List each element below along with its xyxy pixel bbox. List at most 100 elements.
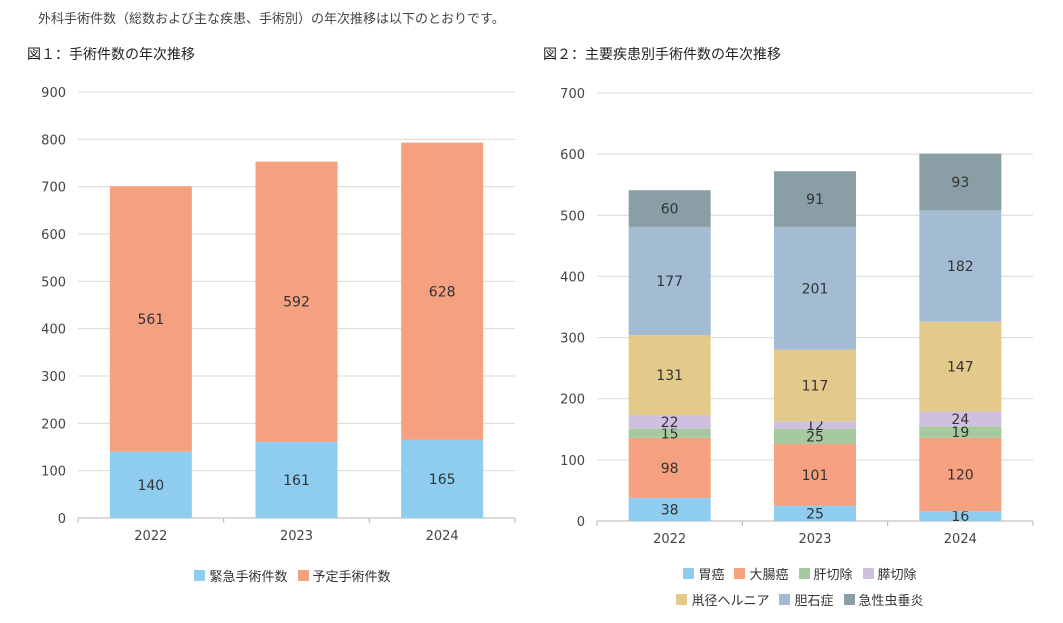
chart2-data-label: 19	[951, 425, 969, 441]
chart2-bar-segment	[628, 190, 711, 227]
chart2-data-label: 22	[661, 415, 679, 431]
chart2-bar-segment	[919, 321, 1002, 412]
chart1-y-tick-label: 600	[41, 228, 66, 243]
chart1-title: 図１：手術件数の年次推移	[27, 47, 195, 63]
chart1-legend: 緊急手術件数 予定手術件数	[80, 562, 505, 588]
chart2-y-tick-label: 200	[560, 393, 585, 408]
chart2-legend-swatch	[843, 593, 855, 605]
chart2-data-label: 120	[947, 468, 974, 484]
chart2-legend-item: 胃癌	[683, 564, 724, 583]
chart2-bar-segment	[919, 210, 1002, 322]
chart2-bar-segment	[774, 421, 856, 429]
chart2-legend-item: 胆石症	[779, 590, 834, 609]
chart2-legend-swatch	[676, 593, 688, 605]
chart2-legend-label: 鼡径ヘルニア	[691, 593, 770, 609]
chart2-legend-swatch	[779, 593, 791, 605]
chart2-y-tick-label: 400	[560, 270, 585, 285]
chart2-data-label: 98	[661, 461, 679, 477]
chart2-bar-segment	[919, 426, 1002, 438]
chart2-data-label: 117	[802, 379, 829, 395]
chart2-data-label: 15	[661, 426, 679, 442]
chart1-y-tick-label: 200	[41, 417, 66, 432]
chart2-data-label: 38	[661, 502, 679, 518]
chart1-data-label: 628	[429, 284, 456, 300]
chart2-legend-item: 肝切除	[798, 564, 853, 583]
chart2-bar-segment	[774, 226, 856, 350]
chart2-legend-label: 胃癌	[698, 567, 725, 583]
chart2-legend-swatch	[862, 567, 874, 579]
chart2-data-label: 16	[951, 509, 969, 525]
chart2-legend-label: 胆石症	[794, 593, 834, 609]
chart2-data-label: 24	[951, 412, 969, 428]
chart1-legend-row: 緊急手術件数 予定手術件数	[80, 562, 505, 588]
chart2-legend-row: 鼡径ヘルニア 胆石症 急性虫垂炎	[590, 586, 1010, 612]
chart2-y-tick-label: 100	[560, 454, 585, 469]
chart2-data-label: 93	[951, 175, 969, 191]
chart2-bar-segment	[774, 171, 856, 227]
chart2-legend-label: 肝切除	[813, 567, 853, 583]
chart2-data-label: 60	[661, 202, 679, 218]
chart1-data-label: 140	[137, 478, 164, 494]
chart2-data-label: 201	[802, 281, 829, 297]
chart2-data-label: 91	[806, 192, 824, 208]
chart1-legend-label: 予定手術件数	[312, 569, 391, 585]
chart1-bar-segment	[401, 142, 484, 440]
chart2-legend-item: 急性虫垂炎	[843, 590, 924, 609]
chart2-y-tick-label: 300	[560, 332, 585, 347]
chart1-legend-swatch	[297, 569, 309, 581]
chart2-bar-segment	[919, 437, 1002, 512]
chart2-legend-item: 大腸癌	[734, 564, 789, 583]
chart2-x-tick-label: 2024	[944, 532, 977, 547]
chart2-bar-segment	[919, 411, 1002, 427]
chart2-bar-segment	[774, 428, 856, 444]
chart1-y-tick-label: 900	[41, 86, 66, 101]
chart1-x-tick-label: 2023	[280, 529, 313, 544]
chart2-data-label: 147	[947, 360, 974, 376]
chart2-legend-item: 鼡径ヘルニア	[676, 590, 769, 609]
chart2-legend-swatch	[798, 567, 810, 579]
chart2-bar-segment	[919, 153, 1002, 211]
chart2-y-tick-label: 0	[577, 515, 585, 530]
chart1-y-tick-label: 700	[41, 181, 66, 196]
chart2-legend-label: 大腸癌	[749, 567, 789, 583]
chart1-legend-item: 予定手術件数	[297, 566, 391, 585]
chart1-data-label: 592	[283, 295, 310, 311]
chart1-y-tick-label: 500	[41, 275, 66, 290]
intro-text: 外科手術件数（総数および主な疾患、手術別）の年次推移は以下のとおりです。	[38, 12, 505, 27]
chart2-bar-segment	[628, 428, 711, 438]
chart2-legend-row: 胃癌 大腸癌 肝切除 膵切除	[590, 560, 1010, 586]
chart2-title: 図２：主要疾患別手術件数の年次推移	[543, 47, 781, 63]
chart2-bar-segment	[919, 511, 1002, 521]
chart2-legend-label: 膵切除	[877, 567, 917, 583]
chart2-data-label: 177	[656, 274, 683, 290]
chart1-bar-segment	[401, 439, 484, 518]
chart1-bar-segment	[109, 186, 192, 452]
chart1-y-tick-label: 0	[58, 512, 66, 527]
chart1-data-label: 165	[429, 472, 456, 488]
chart1-data-label: 561	[137, 312, 164, 328]
chart1-bar-segment	[255, 441, 338, 518]
chart1-y-tick-label: 100	[41, 465, 66, 480]
chart2-data-label: 12	[806, 418, 824, 434]
chart1-data-label: 161	[283, 473, 310, 489]
chart2-y-tick-label: 700	[560, 87, 585, 102]
chart1-y-tick-label: 800	[41, 133, 66, 148]
chart2-bar-segment	[774, 505, 856, 521]
chart2-legend-label: 急性虫垂炎	[858, 593, 924, 609]
chart2-data-label: 25	[806, 429, 824, 445]
chart1-legend-label: 緊急手術件数	[209, 569, 288, 585]
chart2-bar-segment	[774, 443, 856, 506]
chart2-y-tick-label: 600	[560, 148, 585, 163]
chart1-x-tick-label: 2024	[426, 529, 459, 544]
chart2-bar-segment	[628, 226, 711, 336]
chart2-legend-swatch	[683, 567, 695, 579]
chart1-y-tick-label: 300	[41, 370, 66, 385]
chart2-data-label: 182	[947, 259, 974, 275]
chart1-legend-item: 緊急手術件数	[194, 566, 288, 585]
chart2-legend-item: 膵切除	[862, 564, 917, 583]
chart1-x-tick-label: 2022	[134, 529, 167, 544]
chart2-bar-segment	[628, 497, 711, 521]
chart2-data-label: 25	[806, 506, 824, 522]
chart2-bar-segment	[628, 415, 711, 429]
chart1-legend-swatch	[194, 569, 206, 581]
